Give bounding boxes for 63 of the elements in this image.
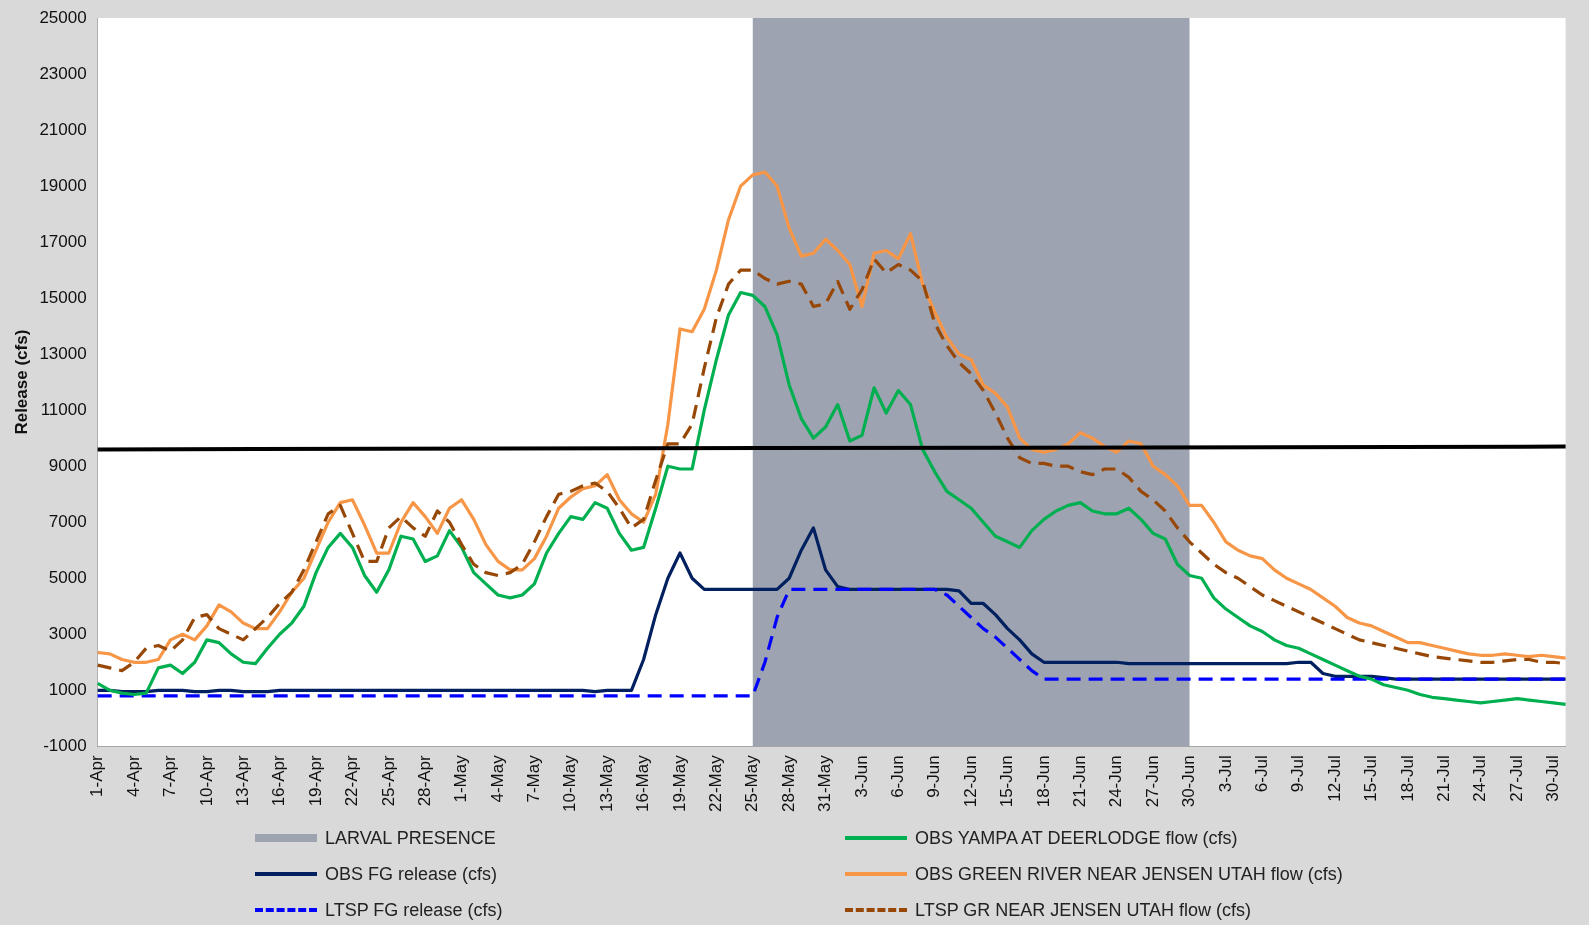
legend-label: LTSP GR NEAR JENSEN UTAH flow (cfs): [915, 899, 1252, 921]
legend-label: OBS GREEN RIVER NEAR JENSEN UTAH flow (cfs): [915, 863, 1343, 885]
x-tick-label: 27-Jun: [1142, 755, 1162, 808]
legend-label: LTSP FG release (cfs): [325, 899, 503, 921]
y-tick-label: 7000: [48, 511, 87, 531]
x-tick-label: 1-May: [451, 754, 471, 803]
x-tick-label: 22-Apr: [342, 754, 362, 807]
x-tick-label: 3-Jul: [1215, 755, 1235, 793]
x-tick-label: 12-Jun: [960, 755, 980, 808]
x-tick-label: 6-Jul: [1252, 755, 1271, 793]
x-tick-label: 19-Apr: [305, 754, 325, 807]
x-tick-label: 30-Jul: [1543, 755, 1563, 802]
x-tick-label: 30-Jun: [1179, 755, 1199, 808]
x-tick-label: 18-Jun: [1033, 755, 1053, 808]
x-tick-label: 4-May: [487, 754, 507, 803]
x-tick-label: 19-May: [669, 754, 689, 812]
y-tick-label: 19000: [39, 175, 87, 195]
x-tick-label: 27-Jul: [1506, 755, 1526, 802]
x-tick-label: 28-May: [778, 754, 798, 812]
y-tick-label: 21000: [39, 119, 87, 139]
y-tick-label: 17000: [39, 231, 87, 251]
y-axis-title: Release (cfs): [11, 329, 31, 435]
x-tick-label: 1-Apr: [87, 754, 107, 797]
legend-label: LARVAL PRESENCE: [325, 827, 496, 849]
x-tick-label: 16-Apr: [269, 754, 289, 807]
x-tick-label: 28-Apr: [414, 754, 434, 807]
line-series: [96, 587, 1568, 698]
y-tick-label: 1000: [48, 679, 87, 699]
x-tick-label: 12-Jul: [1324, 755, 1344, 802]
x-tick-label: 4-Apr: [123, 754, 143, 797]
x-tick-label: 31-May: [815, 754, 835, 812]
y-tick-label: -1000: [43, 736, 87, 755]
x-tick-label: 24-Jul: [1470, 755, 1490, 802]
y-tick-label: 15000: [39, 287, 87, 307]
x-tick-label: 13-May: [596, 754, 616, 812]
x-tick-label: 21-Jun: [1070, 755, 1090, 808]
x-tick-label: 7-May: [524, 754, 544, 803]
y-tick-label: 11000: [40, 399, 87, 419]
x-tick-label: 10-May: [560, 754, 580, 812]
x-tick-label: 10-Apr: [196, 754, 216, 807]
y-tick-label: 25000: [39, 7, 87, 27]
x-tick-label: 16-May: [633, 754, 653, 812]
x-tick-label: 15-Jul: [1361, 755, 1381, 802]
y-tick-label: 23000: [39, 63, 87, 83]
x-tick-label: 15-Jun: [997, 755, 1017, 808]
x-tick-label: 7-Apr: [160, 754, 180, 797]
x-tick-label: 9-Jul: [1288, 755, 1308, 793]
x-tick-label: 3-Jun: [851, 755, 871, 798]
legend-label: OBS FG release (cfs): [325, 863, 498, 885]
y-tick-label: 5000: [48, 567, 87, 587]
x-tick-label: 18-Jul: [1397, 755, 1417, 802]
legend-label: OBS YAMPA AT DEERLODGE flow (cfs): [915, 827, 1238, 849]
x-tick-label: 25-May: [742, 754, 762, 812]
x-tick-label: 25-Apr: [378, 754, 398, 807]
y-tick-label: 13000: [39, 343, 87, 363]
y-tick-label: 3000: [48, 623, 87, 643]
y-tick-label: 9000: [48, 455, 87, 475]
x-tick-label: 13-Apr: [232, 754, 252, 807]
x-tick-label: 21-Jul: [1433, 755, 1453, 802]
x-tick-label: 9-Jun: [924, 755, 944, 798]
x-tick-label: 6-Jun: [888, 755, 908, 798]
x-tick-label: 24-Jun: [1106, 755, 1126, 808]
x-tick-label: 22-May: [706, 754, 726, 812]
